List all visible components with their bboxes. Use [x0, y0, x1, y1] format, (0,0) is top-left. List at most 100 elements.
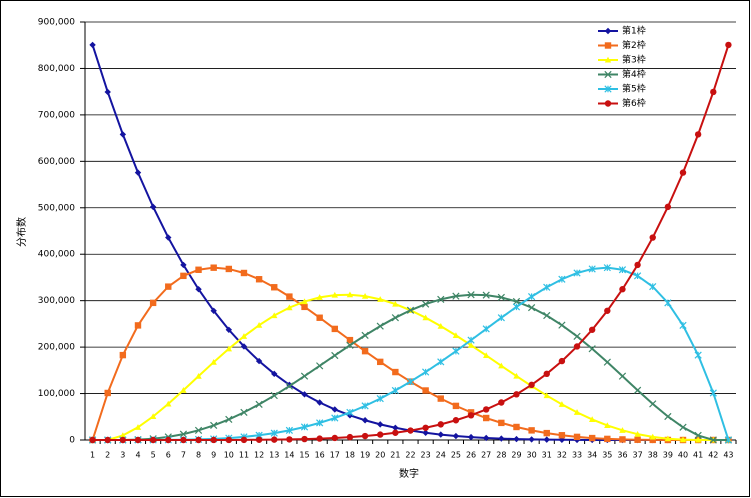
- marker: [149, 413, 157, 420]
- x-tick-label: 40: [678, 451, 688, 460]
- marker: [422, 368, 430, 376]
- marker: [528, 381, 535, 389]
- marker: [649, 433, 656, 440]
- marker: [270, 429, 278, 437]
- marker: [558, 432, 566, 439]
- y-tick-label: 700,000: [38, 110, 75, 120]
- marker: [618, 266, 627, 274]
- marker: [165, 234, 172, 241]
- marker: [255, 321, 263, 328]
- marker: [255, 400, 263, 408]
- marker: [149, 203, 157, 211]
- x-tick-label: 36: [617, 451, 627, 460]
- marker: [346, 291, 354, 298]
- marker: [346, 433, 354, 441]
- x-tick-label: 30: [527, 451, 537, 460]
- marker: [513, 391, 520, 398]
- marker: [406, 306, 415, 314]
- marker: [361, 402, 369, 410]
- x-tick-label: 38: [648, 451, 658, 460]
- marker: [619, 427, 626, 433]
- marker: [604, 307, 611, 314]
- marker: [679, 436, 687, 443]
- marker: [377, 358, 384, 366]
- marker: [724, 436, 733, 444]
- marker: [331, 291, 339, 298]
- x-tick-label: 9: [211, 451, 216, 460]
- y-tick-label: 300,000: [38, 296, 75, 306]
- x-tick-label: 3: [120, 451, 125, 460]
- marker: [497, 314, 505, 322]
- marker: [210, 421, 218, 430]
- marker: [543, 429, 550, 437]
- marker: [149, 436, 157, 444]
- x-tick-label: 12: [254, 451, 264, 460]
- x-tick-label: 10: [224, 451, 234, 460]
- x-tick-label: 11: [239, 451, 249, 460]
- x-tick-label: 14: [284, 451, 294, 460]
- marker: [664, 203, 672, 211]
- marker: [331, 325, 339, 333]
- marker: [210, 264, 217, 271]
- marker: [649, 283, 657, 291]
- marker: [180, 272, 187, 280]
- x-tick-label: 2: [105, 451, 110, 460]
- marker: [513, 423, 520, 431]
- marker: [588, 265, 596, 273]
- marker: [240, 269, 248, 277]
- x-tick-label: 35: [602, 451, 612, 460]
- marker: [452, 292, 460, 300]
- marker: [452, 402, 460, 410]
- marker: [134, 424, 142, 430]
- marker: [498, 435, 505, 442]
- x-tick-label: 16: [315, 451, 325, 460]
- marker: [210, 358, 217, 365]
- x-tick-label: 21: [390, 451, 400, 460]
- marker: [301, 435, 308, 443]
- marker: [543, 436, 550, 443]
- marker: [316, 362, 324, 370]
- marker: [331, 434, 339, 442]
- marker: [240, 333, 248, 339]
- x-tick-label: 6: [166, 451, 171, 460]
- marker: [301, 303, 308, 311]
- x-tick-label: 17: [330, 451, 340, 460]
- legend-label: 第5枠: [622, 83, 646, 95]
- marker: [240, 343, 248, 350]
- marker: [422, 300, 430, 308]
- marker: [543, 311, 551, 320]
- x-tick-label: 19: [360, 451, 370, 460]
- marker: [225, 436, 233, 444]
- marker: [694, 436, 702, 443]
- x-tick-label: 13: [269, 451, 279, 460]
- marker: [225, 265, 233, 273]
- marker: [301, 298, 308, 305]
- y-tick-label: 800,000: [38, 64, 75, 74]
- x-tick-label: 28: [496, 451, 506, 460]
- marker: [195, 266, 202, 273]
- marker: [603, 358, 611, 366]
- y-axis-label: 分布数: [15, 217, 28, 247]
- marker: [134, 169, 142, 176]
- marker: [180, 387, 187, 393]
- marker: [119, 432, 127, 438]
- marker: [271, 370, 278, 378]
- marker: [301, 391, 308, 398]
- marker: [588, 416, 596, 422]
- marker: [437, 395, 444, 402]
- x-axis-label: 数字: [399, 467, 419, 480]
- marker: [603, 264, 611, 272]
- marker: [346, 341, 354, 349]
- marker: [316, 399, 323, 406]
- marker: [119, 131, 127, 138]
- marker: [271, 312, 278, 319]
- x-tick-label: 37: [632, 451, 642, 460]
- marker: [604, 100, 612, 107]
- marker: [422, 387, 429, 394]
- marker: [527, 292, 536, 301]
- legend-label: 第2枠: [622, 39, 646, 51]
- marker: [180, 261, 187, 269]
- marker: [285, 382, 294, 390]
- marker: [255, 436, 263, 443]
- marker: [104, 88, 111, 96]
